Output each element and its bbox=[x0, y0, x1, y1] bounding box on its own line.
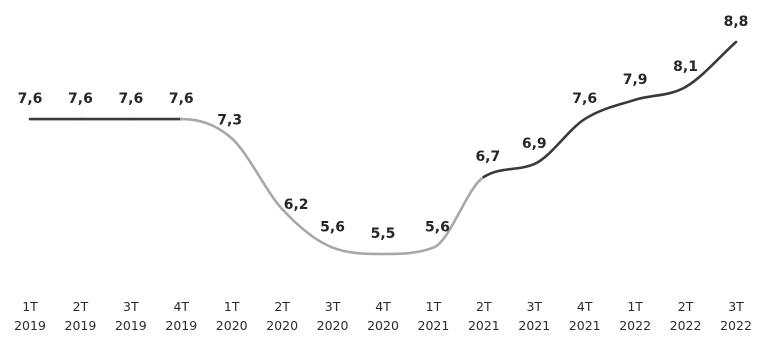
x-tick-label: 1T 2021 bbox=[418, 299, 450, 333]
line-segment bbox=[381, 246, 435, 256]
line-segment bbox=[532, 117, 587, 166]
data-label: 7,3 bbox=[217, 112, 242, 128]
data-label: 7,6 bbox=[118, 91, 143, 107]
x-tick-label: 3T 2020 bbox=[317, 299, 349, 333]
data-label: 7,6 bbox=[68, 91, 93, 107]
data-label: 5,5 bbox=[371, 226, 396, 242]
x-tick-label: 2T 2019 bbox=[65, 299, 97, 333]
line-layer bbox=[28, 40, 738, 256]
data-label: 7,6 bbox=[169, 91, 194, 107]
data-label: 6,2 bbox=[284, 197, 309, 213]
line-segment bbox=[331, 246, 385, 256]
value-labels: 7,6 7,6 7,6 7,6 7,3 6,2 5,6 5,5 5,6 6,7 6,9 7,6 7,9 8… bbox=[18, 14, 749, 242]
line-segment bbox=[230, 137, 284, 211]
x-tick-label: 1T 2019 bbox=[14, 299, 46, 333]
x-tick-label: 2T 2020 bbox=[266, 299, 298, 333]
data-label: 6,9 bbox=[522, 136, 547, 152]
data-label: 6,7 bbox=[475, 149, 500, 165]
line-segment bbox=[179, 117, 234, 140]
x-tick-label: 3T 2021 bbox=[518, 299, 550, 333]
data-label: 5,6 bbox=[320, 220, 345, 236]
x-tick-label: 2T 2022 bbox=[670, 299, 702, 333]
x-tick-label: 3T 2019 bbox=[115, 299, 147, 333]
line-segment bbox=[633, 85, 687, 102]
x-tick-label: 4T 2020 bbox=[367, 299, 399, 333]
data-label: 8,1 bbox=[673, 59, 698, 75]
line-segment bbox=[280, 207, 334, 249]
line-segment bbox=[583, 98, 637, 121]
x-tick-label: 3T 2022 bbox=[720, 299, 752, 333]
data-label: 7,6 bbox=[572, 91, 597, 107]
data-label: 5,6 bbox=[425, 220, 450, 236]
data-label: 7,6 bbox=[18, 91, 43, 107]
x-tick-label: 4T 2019 bbox=[165, 299, 197, 333]
x-tick-label: 2T 2021 bbox=[468, 299, 500, 333]
x-axis-ticks: 1T 2019 2T 2019 3T 2019 4T 2019 1T 2020 2T 2020 3T 20… bbox=[14, 299, 752, 333]
x-tick-label: 1T 2022 bbox=[619, 299, 651, 333]
data-label: 7,9 bbox=[623, 72, 648, 88]
line-segment bbox=[684, 40, 738, 89]
line-segment bbox=[432, 175, 486, 249]
x-tick-label: 1T 2020 bbox=[216, 299, 248, 333]
line-segment bbox=[482, 162, 536, 179]
data-label: 8,8 bbox=[724, 14, 749, 30]
x-tick-label: 4T 2021 bbox=[569, 299, 601, 333]
